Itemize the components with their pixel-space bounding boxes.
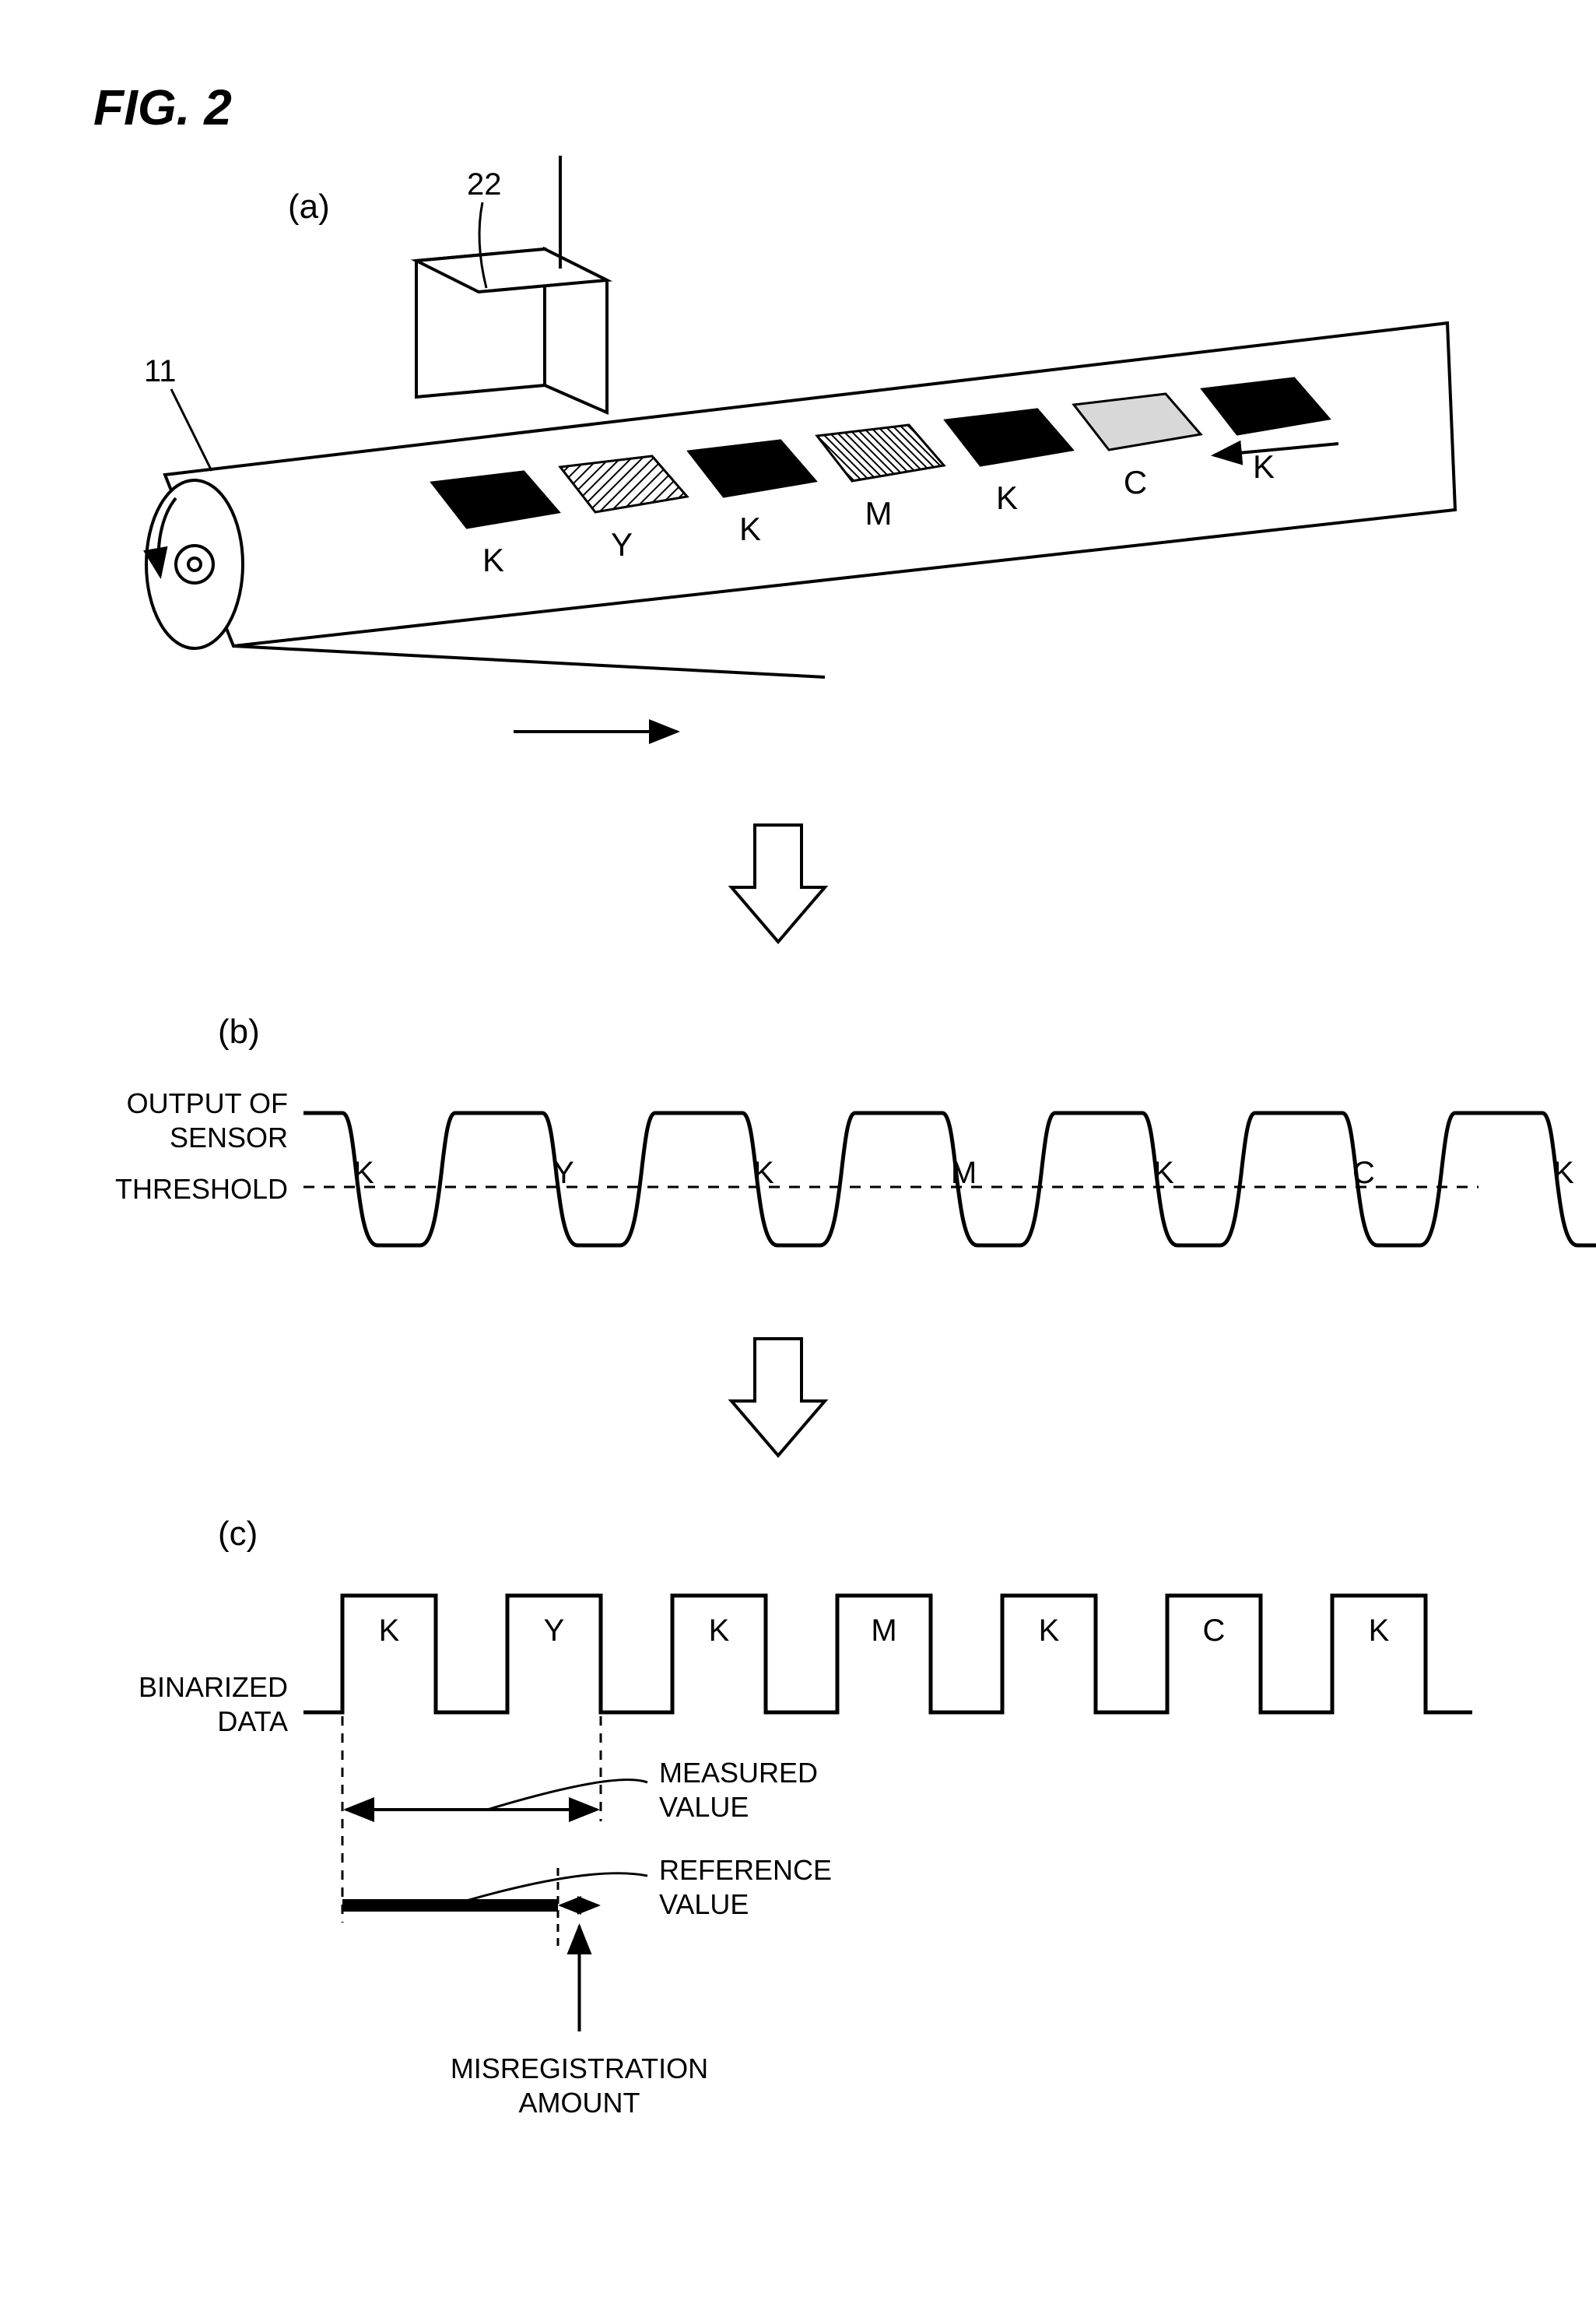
belt-ref-leader: [171, 389, 212, 471]
digital-wave-label: C: [1203, 1613, 1226, 1648]
belt-patch-label: K: [739, 511, 761, 547]
panel-c-binarized-label-1: BINARIZED: [139, 1671, 288, 1703]
belt-patch: [432, 472, 559, 528]
panel-b-threshold-label: THRESHOLD: [115, 1173, 288, 1205]
analog-wave-label: C: [1352, 1156, 1375, 1190]
analog-wave-label: K: [1153, 1156, 1174, 1190]
sensor-ref-num: 22: [467, 167, 502, 202]
belt-patch: [689, 441, 816, 497]
belt-patch-label: Y: [611, 526, 633, 563]
measured-value-leader: [487, 1780, 647, 1810]
digital-wave-label: K: [1039, 1613, 1060, 1648]
analog-wave-label: K: [753, 1156, 774, 1190]
panel-a: 22 11 K Y K M K C K: [144, 156, 1455, 732]
analog-wave: [303, 1113, 1596, 1245]
digital-wave-label: Y: [544, 1613, 565, 1648]
belt-patch: [560, 456, 687, 512]
down-arrow-2: [731, 1339, 825, 1455]
reference-value-label-2: VALUE: [659, 1888, 749, 1920]
reference-value-label-1: REFERENCE: [659, 1854, 832, 1886]
analog-wave-label: K: [1553, 1156, 1574, 1190]
belt-patch: [817, 425, 944, 481]
panel-b-wave-labels: KYKMKCK: [353, 1156, 1574, 1190]
digital-wave-label: K: [379, 1613, 400, 1648]
panel-b-output-label-2: SENSOR: [170, 1122, 288, 1153]
belt-patch-label: C: [1124, 464, 1147, 500]
panel-b: OUTPUT OF SENSOR THRESHOLD K Y K M K C K: [115, 1087, 1596, 1245]
belt-patch: [1074, 394, 1201, 450]
belt-patch-label: M: [865, 495, 893, 532]
belt-roller-axis-inner: [188, 558, 201, 571]
panel-c-binarized-label-2: DATA: [217, 1705, 288, 1737]
belt-patch-label: K: [482, 542, 504, 578]
misregistration-label-1: MISREGISTRATION: [451, 2052, 708, 2084]
panel-b-output-label-1: OUTPUT OF: [127, 1087, 288, 1119]
digital-wave-label: K: [1369, 1613, 1390, 1648]
misregistration-label-2: AMOUNT: [519, 2087, 640, 2119]
digital-wave-label: K: [709, 1613, 730, 1648]
panel-a-label: (a): [288, 188, 330, 226]
panel-c-wave-labels: KYKMKCK: [379, 1613, 1390, 1648]
analog-wave-label: Y: [553, 1156, 574, 1190]
panel-c: BINARIZED DATA K Y K M K C K MEASURED VALUE RE…: [139, 1596, 1472, 2119]
down-arrow-1: [731, 825, 825, 942]
figure-title: FIG. 2: [93, 79, 232, 135]
panel-c-label: (c): [218, 1515, 258, 1553]
analog-wave-label: K: [353, 1156, 374, 1190]
digital-wave-label: M: [871, 1613, 896, 1648]
sensor-box: [416, 156, 607, 413]
analog-wave-label: M: [951, 1156, 977, 1190]
belt-patch: [1202, 378, 1329, 434]
belt-bottom-line: [233, 646, 825, 677]
measured-value-label-1: MEASURED: [659, 1757, 818, 1789]
measured-value-label-2: VALUE: [659, 1791, 749, 1823]
panel-b-label: (b): [218, 1013, 260, 1051]
belt-patch: [945, 409, 1072, 465]
belt-patch-label: K: [1253, 448, 1275, 485]
belt-ref-num: 11: [144, 354, 177, 388]
belt-patch-label: K: [996, 479, 1018, 516]
belt-top-direction-arrow: [1214, 444, 1338, 455]
